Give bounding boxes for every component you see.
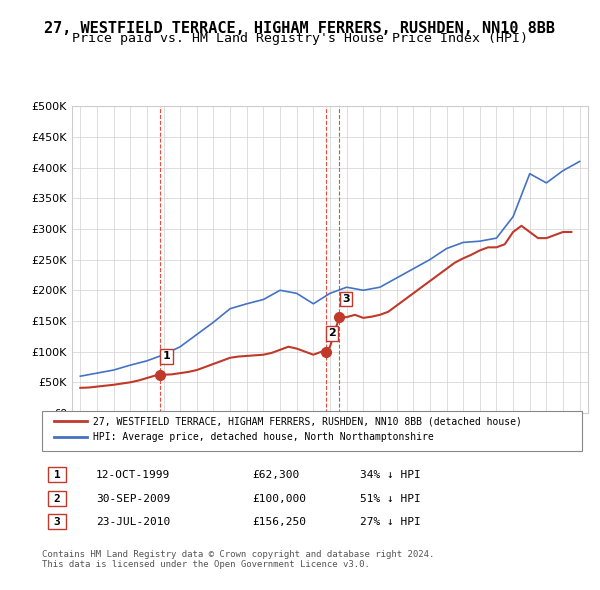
Text: 23-JUL-2010: 23-JUL-2010 xyxy=(96,517,170,527)
Text: 34% ↓ HPI: 34% ↓ HPI xyxy=(360,470,421,480)
Text: HPI: Average price, detached house, North Northamptonshire: HPI: Average price, detached house, Nort… xyxy=(93,432,434,442)
Text: £156,250: £156,250 xyxy=(252,517,306,527)
Text: Price paid vs. HM Land Registry's House Price Index (HPI): Price paid vs. HM Land Registry's House … xyxy=(72,32,528,45)
Text: 1: 1 xyxy=(163,352,170,362)
Text: 12-OCT-1999: 12-OCT-1999 xyxy=(96,470,170,480)
Text: Contains HM Land Registry data © Crown copyright and database right 2024.
This d: Contains HM Land Registry data © Crown c… xyxy=(42,550,434,569)
Text: 2: 2 xyxy=(328,328,336,338)
Text: £62,300: £62,300 xyxy=(252,470,299,480)
Text: 30-SEP-2009: 30-SEP-2009 xyxy=(96,494,170,503)
Text: 27, WESTFIELD TERRACE, HIGHAM FERRERS, RUSHDEN, NN10 8BB (detached house): 27, WESTFIELD TERRACE, HIGHAM FERRERS, R… xyxy=(93,417,522,426)
Text: 27, WESTFIELD TERRACE, HIGHAM FERRERS, RUSHDEN, NN10 8BB (detached house): 27, WESTFIELD TERRACE, HIGHAM FERRERS, R… xyxy=(93,418,531,428)
Text: 3: 3 xyxy=(342,294,349,304)
Text: HPI: Average price, detached house, North Northamptonshire: HPI: Average price, detached house, Nort… xyxy=(93,436,441,445)
Text: 27, WESTFIELD TERRACE, HIGHAM FERRERS, RUSHDEN, NN10 8BB: 27, WESTFIELD TERRACE, HIGHAM FERRERS, R… xyxy=(44,21,556,35)
Text: 27% ↓ HPI: 27% ↓ HPI xyxy=(360,517,421,527)
Text: 1: 1 xyxy=(53,470,61,480)
Text: 3: 3 xyxy=(53,517,61,527)
Text: £100,000: £100,000 xyxy=(252,494,306,503)
Text: 2: 2 xyxy=(53,494,61,503)
Text: 51% ↓ HPI: 51% ↓ HPI xyxy=(360,494,421,503)
